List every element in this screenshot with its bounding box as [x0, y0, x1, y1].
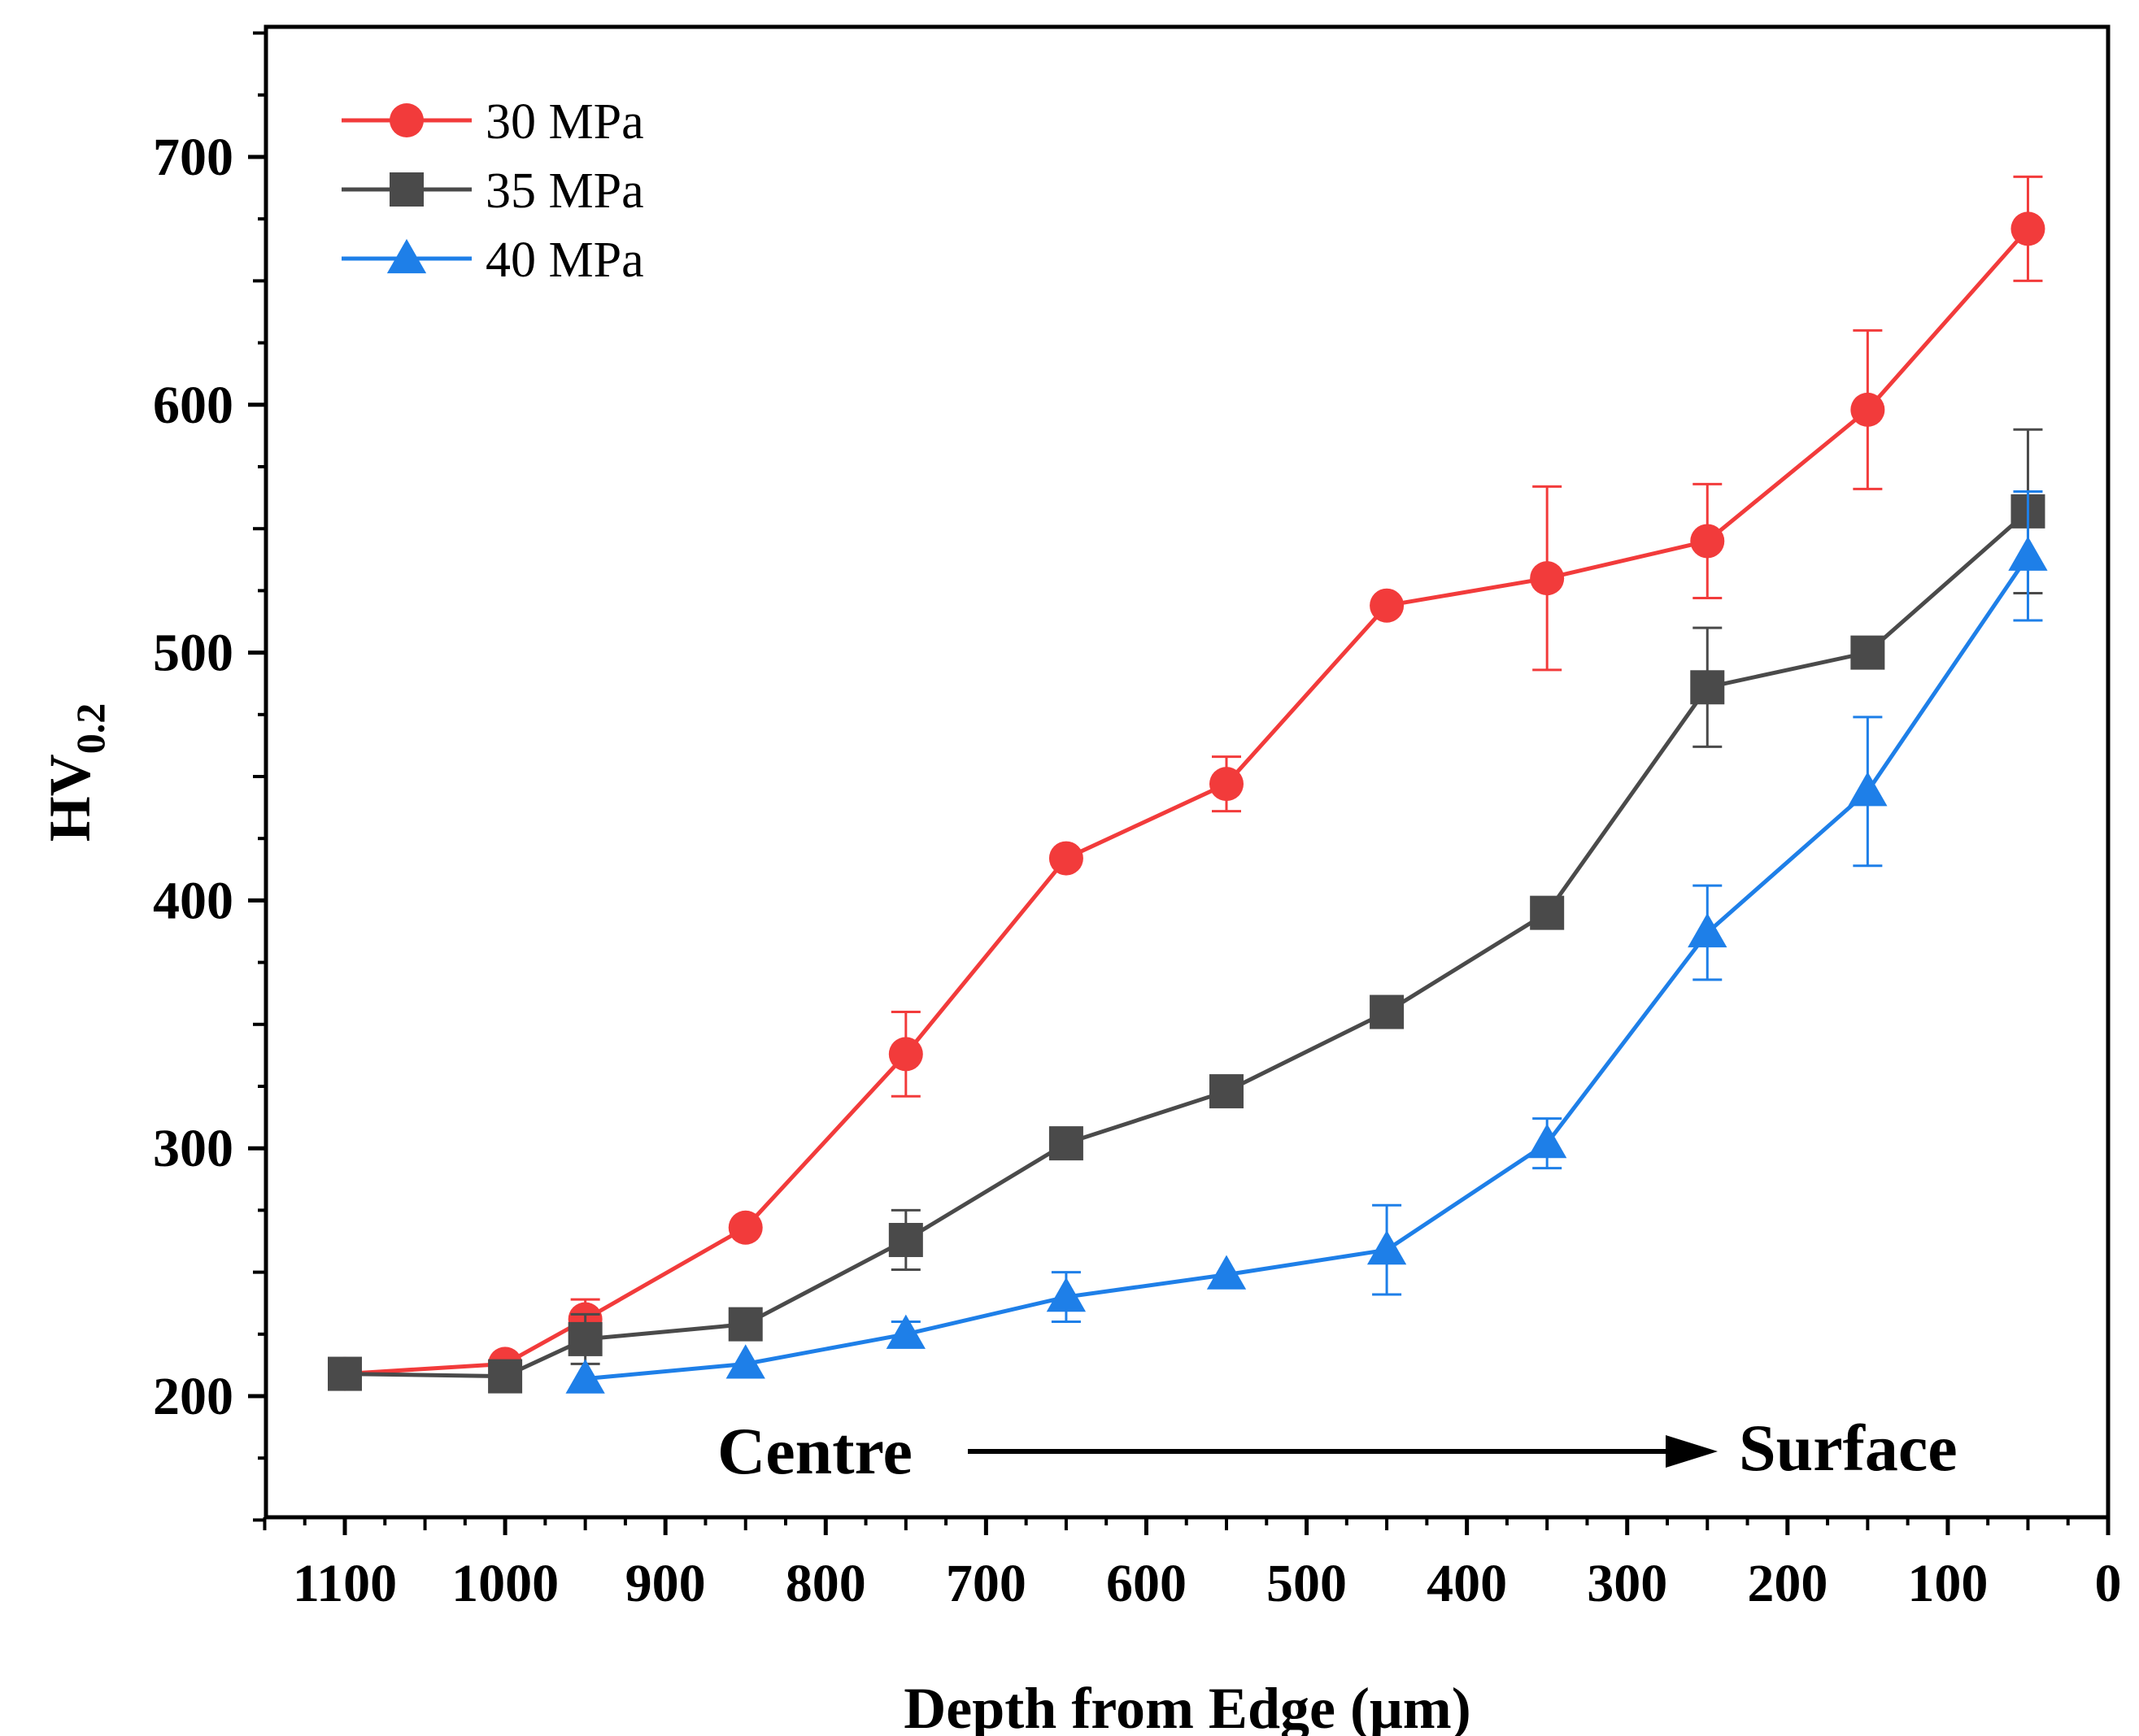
x-tick-label: 800 — [786, 1554, 866, 1613]
y-axis-label-sub: 0.2 — [68, 703, 113, 755]
x-tick-label: 0 — [2095, 1554, 2122, 1613]
x-axis-label: Depth from Edge (μm) — [904, 1676, 1470, 1736]
data-point — [2008, 536, 2048, 571]
series-line — [344, 227, 2030, 1377]
data-point — [1690, 524, 1725, 559]
series-30-mpa — [328, 175, 2045, 1391]
data-point — [888, 1222, 923, 1257]
data-point — [1370, 994, 1405, 1029]
data-point — [1850, 392, 1885, 427]
legend-marker — [390, 103, 424, 137]
data-point — [1527, 1123, 1567, 1159]
data-point — [1690, 670, 1725, 705]
data-point — [886, 1314, 926, 1349]
series-35-mpa — [328, 428, 2045, 1394]
data-point — [1209, 767, 1244, 802]
legend-label: 40 MPa — [486, 233, 644, 288]
annotation-arrowhead — [1666, 1435, 1718, 1468]
data-point — [1048, 1126, 1083, 1161]
y-axis-label-main: HV — [37, 754, 102, 842]
legend-item: 30 MPa — [342, 94, 644, 150]
series-line — [585, 555, 2030, 1381]
data-point — [888, 1037, 923, 1072]
x-tick-label: 700 — [946, 1554, 1026, 1613]
x-tick-label: 200 — [1747, 1554, 1828, 1613]
x-tick-label: 900 — [625, 1554, 706, 1613]
data-point — [728, 1210, 763, 1245]
annotation-surface: Surface — [1739, 1411, 1958, 1485]
legend-marker — [386, 238, 427, 274]
x-tick-label: 1000 — [451, 1554, 559, 1613]
axis-ticks: 1100 1000 900 800 700 600 500 400 300 200 100 02003… — [153, 31, 2122, 1613]
y-tick-label: 200 — [153, 1367, 233, 1426]
legend-marker — [390, 172, 424, 207]
annotation-centre: Centre — [717, 1414, 913, 1488]
legend-label: 35 MPa — [486, 163, 644, 219]
data-point — [565, 1359, 605, 1394]
data-point — [568, 1321, 603, 1356]
data-point — [1848, 772, 1888, 807]
y-axis-label: HV0.2 — [37, 703, 113, 842]
data-point — [725, 1344, 765, 1379]
data-point — [1850, 635, 1885, 670]
y-tick-label: 300 — [153, 1119, 233, 1178]
svg-text:HV0.2: HV0.2 — [37, 703, 113, 842]
y-tick-label: 700 — [153, 128, 233, 187]
data-point — [1048, 841, 1083, 876]
data-point — [488, 1359, 523, 1394]
y-tick-label: 500 — [153, 624, 233, 683]
legend: 30 MPa 35 MPa 40 MPa — [342, 94, 644, 288]
x-tick-label: 400 — [1427, 1554, 1507, 1613]
data-point — [1530, 561, 1565, 596]
data-point — [1370, 588, 1405, 623]
series-40-mpa — [565, 489, 2048, 1394]
data-point — [1530, 895, 1565, 930]
legend-item: 35 MPa — [342, 163, 644, 219]
data-point — [1046, 1277, 1087, 1312]
x-tick-label: 100 — [1907, 1554, 1988, 1613]
x-tick-label: 500 — [1266, 1554, 1347, 1613]
data-point — [1209, 1074, 1244, 1109]
data-point — [2010, 211, 2045, 246]
legend-label: 30 MPa — [486, 94, 644, 150]
x-tick-label: 300 — [1587, 1554, 1667, 1613]
data-point — [1366, 1230, 1407, 1265]
data-point — [728, 1307, 763, 1342]
legend-item: 40 MPa — [342, 233, 644, 288]
x-tick-label: 1100 — [293, 1554, 397, 1613]
series-layer — [328, 175, 2048, 1394]
x-tick-label: 600 — [1106, 1554, 1187, 1613]
series-line — [344, 509, 2030, 1379]
y-tick-label: 600 — [153, 376, 233, 435]
data-point — [328, 1356, 362, 1391]
data-point — [1688, 912, 1727, 948]
y-tick-label: 400 — [153, 871, 233, 930]
data-point — [1206, 1255, 1247, 1290]
